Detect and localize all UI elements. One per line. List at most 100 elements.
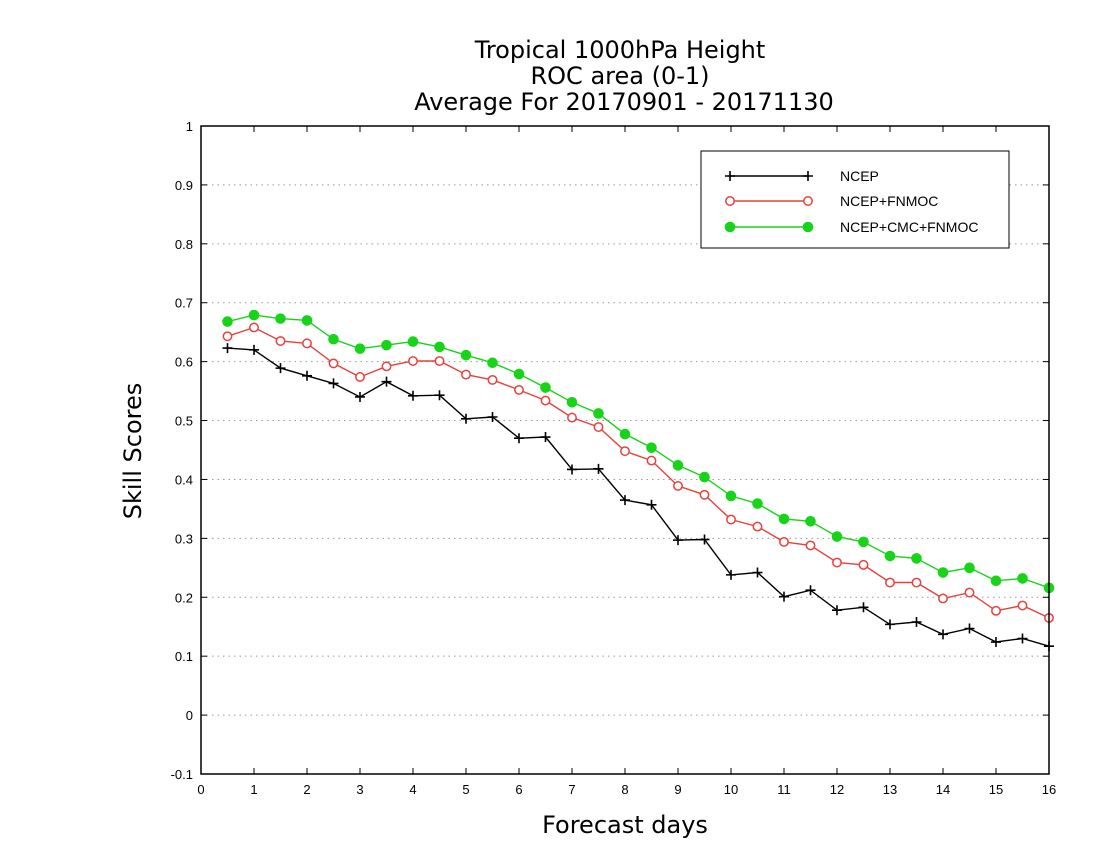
data-point — [381, 361, 392, 372]
data-point — [354, 343, 366, 354]
axis-ticks: -0.100.10.20.30.40.50.60.70.80.910 1 2 3 4 5 6… — [171, 119, 1057, 797]
data-point — [964, 623, 975, 634]
data-point — [1017, 633, 1028, 644]
y-tick-label: 0.2 — [175, 590, 193, 605]
x-tick-label: 13 — [883, 782, 897, 797]
data-point — [938, 593, 948, 604]
x-tick-label: 7 — [568, 782, 575, 797]
data-point — [275, 313, 286, 324]
data-point — [328, 333, 339, 345]
data-point — [699, 489, 710, 500]
data-point — [752, 498, 763, 509]
data-point — [779, 536, 789, 547]
series-ncep-cmc-fnmoc — [222, 309, 1055, 594]
legend-label: NCEP — [840, 168, 879, 184]
y-tick-label: 0.5 — [175, 414, 193, 429]
data-point — [620, 495, 630, 506]
series-layer — [222, 309, 1055, 652]
x-tick-label: 3 — [356, 782, 363, 797]
x-tick-label: 12 — [830, 782, 844, 797]
chart-title-line-3: Average For 20170901 - 20171130 — [414, 88, 834, 116]
y-tick-label: -0.1 — [171, 767, 193, 782]
data-point — [726, 514, 736, 525]
data-point — [725, 490, 737, 502]
data-point — [513, 368, 525, 380]
data-point — [593, 422, 604, 432]
data-point — [805, 515, 816, 527]
data-point — [434, 390, 445, 401]
legend-box — [700, 150, 1010, 249]
data-point — [938, 629, 948, 640]
data-point — [620, 446, 630, 457]
data-point — [593, 463, 604, 474]
y-tick-label: 1 — [186, 119, 193, 134]
x-tick-label: 5 — [462, 782, 469, 797]
x-tick-label: 6 — [515, 782, 522, 797]
data-point — [858, 559, 869, 570]
y-tick-label: 0.1 — [175, 649, 193, 664]
y-tick-label: 0 — [186, 708, 193, 723]
data-point — [408, 356, 418, 366]
data-point — [434, 341, 445, 353]
data-point — [673, 480, 683, 491]
data-point — [567, 464, 577, 475]
data-point — [540, 395, 551, 406]
legend-marker — [725, 196, 735, 206]
data-point — [461, 413, 471, 424]
data-point — [302, 370, 312, 381]
data-point — [699, 471, 710, 483]
x-tick-label: 2 — [303, 782, 310, 797]
y-tick-label: 0.7 — [175, 296, 193, 311]
data-point — [355, 372, 365, 382]
data-point — [540, 382, 551, 393]
data-point — [434, 356, 445, 366]
x-tick-label: 14 — [936, 782, 950, 797]
data-point — [460, 349, 472, 361]
data-point — [990, 575, 1002, 587]
data-point — [567, 412, 577, 423]
data-point — [222, 316, 233, 327]
data-point — [249, 322, 259, 333]
series-line — [227, 326, 1050, 619]
x-tick-label: 8 — [621, 782, 628, 797]
data-point — [779, 591, 789, 602]
data-point — [964, 562, 975, 574]
x-tick-label: 16 — [1042, 782, 1056, 797]
data-point — [461, 369, 471, 380]
data-point — [673, 535, 683, 546]
data-point — [222, 343, 233, 354]
data-point — [275, 363, 286, 374]
data-point — [911, 553, 922, 564]
x-tick-label: 4 — [409, 782, 416, 797]
data-point — [381, 376, 392, 387]
y-tick-label: 0.8 — [175, 237, 193, 252]
data-point — [540, 432, 551, 443]
data-point — [752, 521, 763, 532]
data-point — [858, 602, 869, 613]
data-point — [328, 378, 339, 389]
grid-lines — [201, 184, 1049, 716]
data-point — [672, 460, 684, 471]
data-point — [964, 587, 975, 598]
data-point — [699, 534, 710, 545]
data-point — [832, 605, 842, 616]
x-tick-label: 11 — [777, 782, 791, 797]
data-point — [408, 390, 418, 401]
series-line — [227, 314, 1050, 589]
y-tick-label: 0.4 — [175, 472, 193, 487]
legend: NCEP NCEP+FNMOC NCEP+CMC+FNMOC — [700, 150, 1010, 249]
data-point — [514, 433, 524, 444]
data-point — [566, 396, 578, 408]
data-point — [249, 344, 259, 355]
data-point — [831, 531, 843, 542]
y-tick-label: 0.3 — [175, 531, 193, 546]
chart-title-line-2: ROC area (0-1) — [530, 62, 709, 90]
data-point — [832, 557, 842, 568]
data-point — [937, 567, 949, 578]
data-point — [1017, 600, 1028, 611]
chart-title-line-1: Tropical 1000hPa Height — [474, 36, 766, 64]
data-point — [911, 617, 922, 628]
legend-marker — [802, 221, 814, 233]
data-point — [911, 577, 922, 588]
